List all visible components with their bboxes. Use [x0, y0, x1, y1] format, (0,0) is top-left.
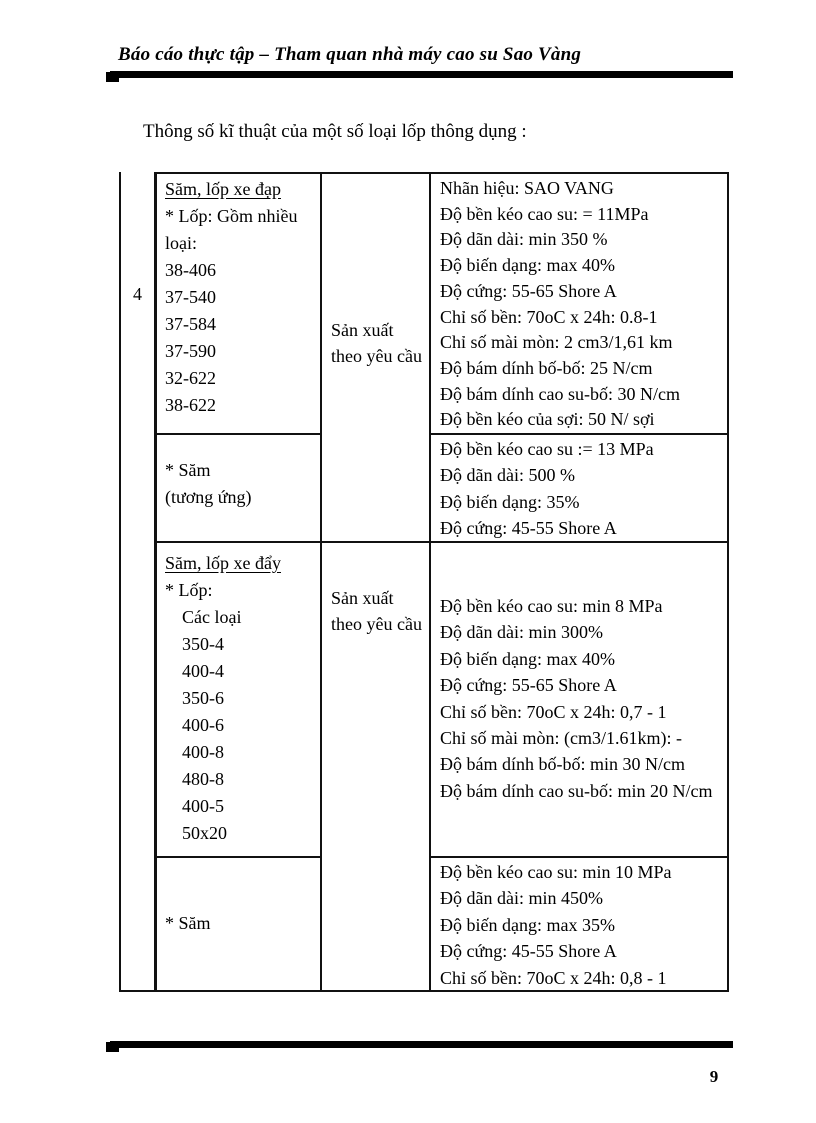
production-label: Sản xuất theo yêu cầu: [331, 588, 422, 634]
text-line: Độ dãn dài: min 450%: [440, 888, 603, 909]
text-line: Độ cứng: 45-55 Shore A: [440, 518, 617, 539]
trolley-product-title: Săm, lốp xe đẩy: [165, 553, 281, 573]
text-line: 400-4: [182, 661, 224, 681]
section-heading: Thông số kĩ thuật của một số loại lốp th…: [143, 121, 527, 142]
text-line: 37-590: [165, 341, 216, 361]
trolley-tire-sizes: Các loại 350-4 400-4 350-6 400-6 400-8 480-8 40…: [165, 604, 320, 847]
text-line: Độ bám dính cao su-bố: 30 N/cm: [440, 383, 680, 404]
production-label: Sản xuất theo yêu cầu: [331, 320, 422, 366]
text-line: Chỉ số bền: 70oC x 24h: 0,8 - 1: [440, 967, 667, 988]
bicycle-tube-cell: * Săm (tương ứng): [157, 435, 322, 543]
trolley-production-cell: Sản xuất theo yêu cầu: [322, 543, 431, 992]
trolley-tire-specs-cell: Độ bền kéo cao su: min 8 MPa Độ dãn dài: …: [431, 543, 729, 858]
text-line: Độ biến dạng: max 40%: [440, 648, 615, 669]
text-line: Độ bám dính bố-bố: min 30 N/cm: [440, 754, 685, 775]
text-line: 350-4: [182, 634, 224, 654]
text-line: Độ cứng: 55-65 Shore A: [440, 280, 617, 301]
text-line: Độ biến dạng: 35%: [440, 491, 580, 512]
text-line: Độ bám dính bố-bố: 25 N/cm: [440, 357, 653, 378]
text-line: * Săm: [165, 913, 211, 933]
trolley-tire-intro: * Lốp:: [165, 580, 213, 600]
text-line: Chỉ số mài mòn: (cm3/1.61km): -: [440, 728, 682, 749]
text-line: 38-622: [165, 395, 216, 415]
text-line: Độ cứng: 45-55 Shore A: [440, 941, 617, 962]
text-line: 37-584: [165, 314, 216, 334]
text-line: Độ biến dạng: max 40%: [440, 255, 615, 276]
text-line: Nhãn hiệu: SAO VANG: [440, 178, 614, 198]
text-line: Chỉ số bền: 70oC x 24h: 0.8-1: [440, 306, 658, 327]
text-line: Các loại: [182, 607, 242, 627]
text-line: Độ biến dạng: max 35%: [440, 914, 615, 935]
text-line: Độ cứng: 55-65 Shore A: [440, 675, 617, 696]
text-line: Độ dãn dài: 500 %: [440, 465, 575, 486]
text-line: Chỉ số mài mòn: 2 cm3/1,61 km: [440, 332, 673, 353]
text-line: loại:: [165, 233, 197, 253]
text-line: Độ bền kéo cao su: min 10 MPa: [440, 862, 672, 882]
bicycle-product-title: Săm, lốp xe đạp: [165, 179, 281, 199]
bicycle-tire-cell: Săm, lốp xe đạp * Lốp: Gồm nhiều loại: 38-…: [157, 172, 322, 435]
bicycle-tire-lines: * Lốp: Gồm nhiều loại: 38-406 37-540 37-584 3…: [165, 203, 320, 419]
text-line: * Lốp: Gồm nhiều: [165, 206, 298, 226]
page-number: 9: [709, 1067, 719, 1086]
text-line: 480-8: [182, 769, 224, 789]
report-header-title: Báo cáo thực tập – Tham quan nhà máy cao…: [118, 44, 582, 65]
text-line: Độ bền kéo cao su := 13 MPa: [440, 439, 654, 459]
text-line: 37-540: [165, 287, 216, 307]
text-line: Độ bền kéo cao su: = 11MPa: [440, 203, 649, 224]
text-line: 38-406: [165, 260, 216, 280]
header-rule-notch: [106, 72, 119, 82]
bicycle-production-cell: Sản xuất theo yêu cầu: [322, 172, 431, 543]
text-line: Độ bền kéo của sợi: 50 N/ sợi: [440, 409, 655, 430]
row-number-cell: 4: [119, 172, 157, 992]
text-line: 400-6: [182, 715, 224, 735]
row-number: 4: [133, 284, 142, 304]
text-line: Độ dãn dài: min 300%: [440, 622, 603, 643]
text-line: 50x20: [182, 823, 227, 843]
bicycle-tire-specs-cell: Nhãn hiệu: SAO VANG Độ bền kéo cao su: = …: [431, 172, 729, 435]
text-line: Chỉ số bền: 70oC x 24h: 0,7 - 1: [440, 701, 667, 722]
text-line: Độ dãn dài: min 350 %: [440, 229, 608, 250]
tire-spec-table: 4 Săm, lốp xe đạp * Lốp: Gồm nhiều loại: 3…: [119, 172, 729, 992]
text-line: 32-622: [165, 368, 216, 388]
trolley-tube-specs-cell: Độ bền kéo cao su: min 10 MPa Độ dãn dài:…: [431, 858, 729, 992]
trolley-tube-cell: * Săm: [157, 858, 322, 992]
footer-rule-notch: [106, 1042, 119, 1052]
text-line: (tương ứng): [165, 487, 252, 507]
text-line: 350-6: [182, 688, 224, 708]
text-line: Độ bám dính cao su-bố: min 20 N/cm: [440, 780, 713, 801]
trolley-tire-cell: Săm, lốp xe đẩy * Lốp: Các loại 350-4 400-…: [157, 543, 322, 858]
text-line: * Săm: [165, 460, 211, 480]
bicycle-tube-specs-cell: Độ bền kéo cao su := 13 MPa Độ dãn dài: 5…: [431, 435, 729, 543]
header-rule: [106, 71, 733, 82]
text-line: Độ bền kéo cao su: min 8 MPa: [440, 596, 663, 616]
footer-rule: [106, 1041, 733, 1052]
text-line: 400-8: [182, 742, 224, 762]
text-line: 400-5: [182, 796, 224, 816]
